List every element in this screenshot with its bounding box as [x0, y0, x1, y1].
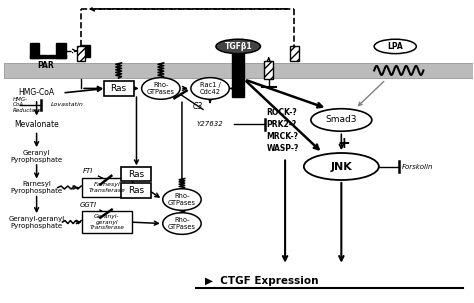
Text: WASP-?: WASP-? [266, 144, 299, 153]
Text: Ras: Ras [128, 186, 145, 195]
FancyBboxPatch shape [121, 167, 152, 181]
Text: Geranyl
Pyrophosphate: Geranyl Pyrophosphate [10, 149, 63, 162]
Text: Rho-
GTPases: Rho- GTPases [168, 193, 196, 206]
Text: PRK2-?: PRK2-? [266, 120, 297, 129]
Text: Y27632: Y27632 [197, 122, 223, 128]
Text: Rho-
GTPases: Rho- GTPases [168, 217, 196, 230]
Bar [48, 55, 66, 58]
Ellipse shape [311, 109, 372, 131]
Ellipse shape [163, 189, 201, 210]
FancyBboxPatch shape [82, 211, 132, 233]
Text: MRCK-?: MRCK-? [266, 132, 298, 141]
Ellipse shape [374, 39, 416, 54]
Bar [290, 46, 299, 62]
Bar [29, 43, 39, 58]
Ellipse shape [216, 39, 261, 54]
Ellipse shape [304, 153, 379, 180]
Ellipse shape [163, 213, 201, 234]
Text: Smad3: Smad3 [326, 115, 357, 125]
Text: Forskolin: Forskolin [402, 164, 434, 169]
Bar [56, 43, 66, 58]
Bar [29, 55, 47, 58]
Text: LPA: LPA [387, 42, 403, 51]
Text: Rac1 /
Cdc42: Rac1 / Cdc42 [200, 82, 220, 95]
Text: Geranyl-
geranyl
Transferase: Geranyl- geranyl Transferase [90, 214, 125, 230]
Text: Mevalonate: Mevalonate [14, 120, 59, 129]
FancyBboxPatch shape [82, 178, 132, 197]
Text: Farnesyl
Transferase: Farnesyl Transferase [89, 182, 126, 193]
Bar [80, 45, 90, 57]
Bar [264, 62, 273, 79]
Text: FTI: FTI [83, 168, 93, 174]
Bar [232, 43, 244, 98]
Text: +: + [337, 136, 350, 151]
Ellipse shape [142, 78, 180, 99]
Text: Rho-
GTPases: Rho- GTPases [147, 82, 175, 95]
Text: GGTI: GGTI [80, 201, 97, 208]
Text: ▶  CTGF Expression: ▶ CTGF Expression [205, 276, 319, 286]
Bar [4, 63, 473, 78]
Text: Lovastatin: Lovastatin [51, 102, 83, 108]
Ellipse shape [191, 78, 229, 99]
Text: PAR: PAR [37, 62, 55, 70]
Bar [77, 46, 85, 62]
Text: C3: C3 [193, 102, 203, 111]
Text: Ras: Ras [110, 84, 127, 93]
FancyBboxPatch shape [104, 81, 134, 96]
Text: JNK: JNK [330, 161, 352, 171]
Text: HMG-CoA: HMG-CoA [18, 88, 55, 98]
Text: HMG-
CoA
Reductase: HMG- CoA Reductase [13, 97, 42, 113]
FancyBboxPatch shape [121, 183, 152, 198]
Text: Farnesyl
Pyrophosphate: Farnesyl Pyrophosphate [10, 181, 63, 194]
Text: TGFβ1: TGFβ1 [224, 42, 252, 51]
Text: ROCK-?: ROCK-? [266, 108, 297, 117]
Text: Ras: Ras [128, 169, 145, 178]
Text: Geranyl-geranyl
Pyrophosphate: Geranyl-geranyl Pyrophosphate [9, 215, 65, 228]
